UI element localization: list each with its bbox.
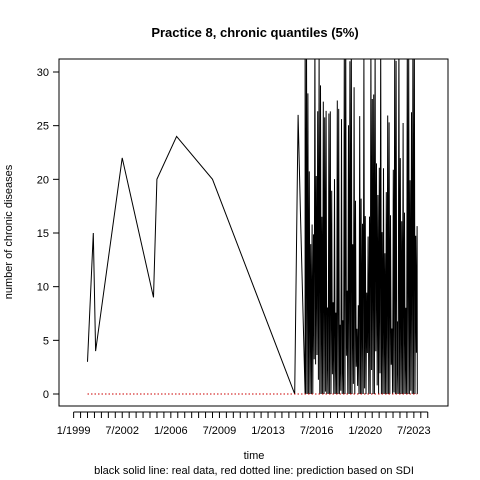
y-tick-label: 10 [37,282,49,294]
x-tick-label: 7/2016 [300,425,334,437]
real-data-line [87,114,301,395]
chart-caption: black solid line: real data, red dotted … [94,465,414,477]
x-tick-label: 1/2013 [251,425,285,437]
y-tick-label: 5 [43,335,49,347]
x-tick-label: 1/1999 [57,425,91,437]
x-axis-label: time [244,450,265,462]
y-tick-label: 25 [37,121,49,133]
x-tick-label: 7/2009 [203,425,237,437]
y-axis: 0 5 10 15 20 25 30 [37,67,59,401]
y-tick-label: 15 [37,228,49,240]
x-tick-label: 1/2006 [154,425,188,437]
y-tick-label: 20 [37,174,49,186]
real-data-dense-segment [299,59,418,395]
x-tick-label: 7/2002 [105,425,139,437]
x-tick-label: 1/2020 [348,425,382,437]
y-axis-label: number of chronic diseases [3,164,15,299]
x-axis: 1/1999 7/2002 1/2006 7/2009 1/2013 7/2016 1/20… [57,411,431,437]
series-layer [87,59,418,395]
y-tick-label: 0 [43,389,49,401]
x-tick-label: 7/2023 [397,425,431,437]
chart-title: Practice 8, chronic quantiles (5%) [151,25,358,40]
y-tick-label: 30 [37,67,49,79]
